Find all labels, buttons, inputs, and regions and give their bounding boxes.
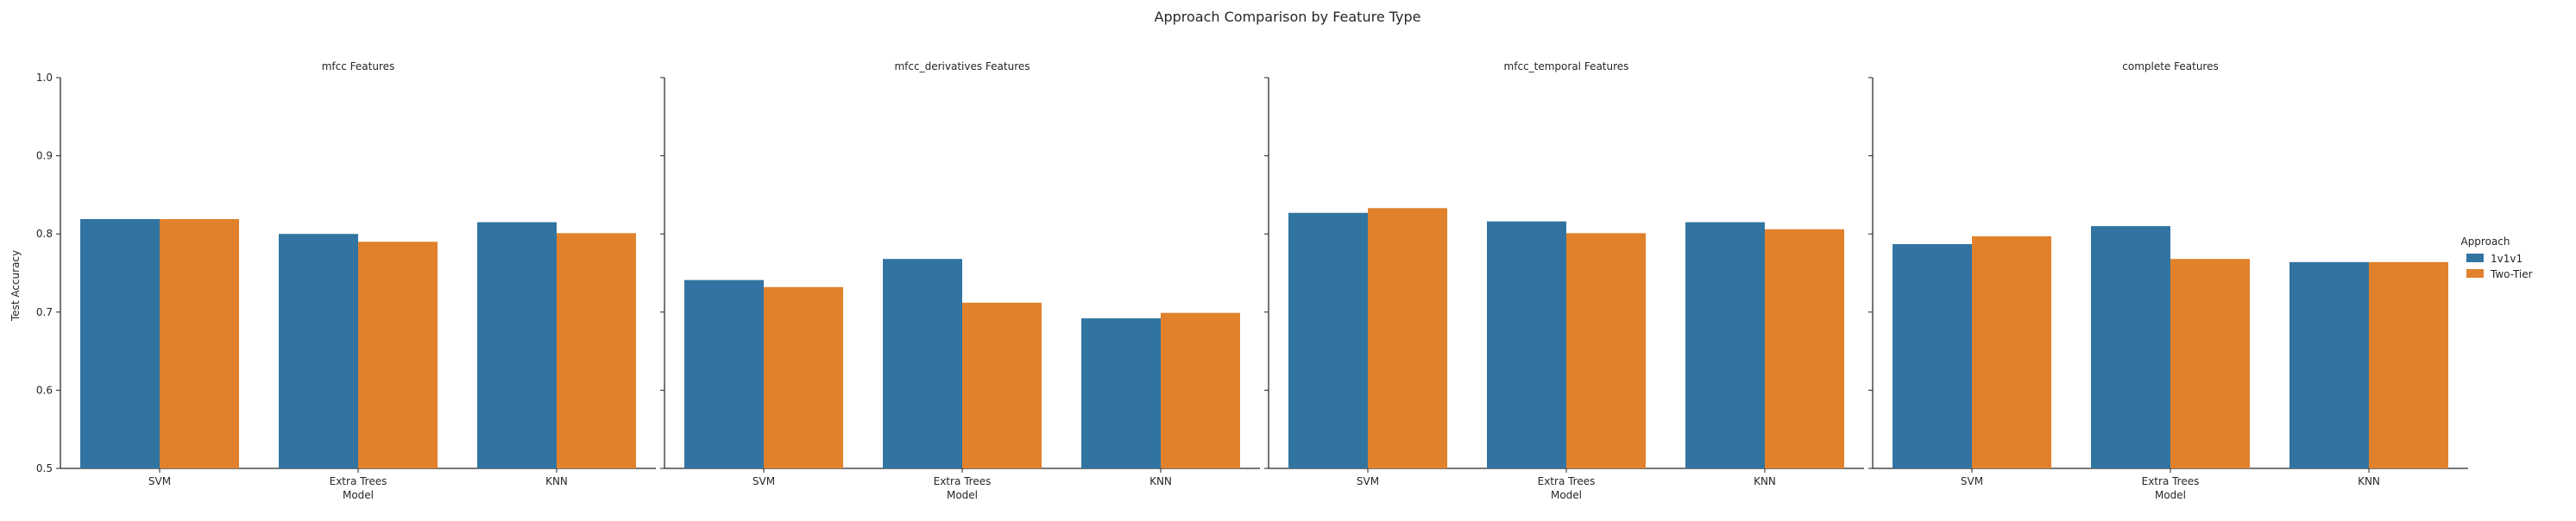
- bar-1v1v1: [1685, 222, 1765, 468]
- x-tick-label: KNN: [1149, 475, 1172, 487]
- x-axis-label: Model: [343, 489, 374, 501]
- panel-title: complete Features: [2122, 60, 2218, 72]
- bar-1v1v1: [80, 218, 160, 468]
- x-axis-label: Model: [2155, 489, 2186, 501]
- bar-two-tier: [160, 218, 239, 468]
- x-tick-label: Extra Trees: [934, 475, 992, 487]
- panel-title: mfcc Features: [322, 60, 395, 72]
- y-tick-label: 1.0: [36, 72, 53, 84]
- bar-1v1v1: [1893, 243, 1972, 468]
- panel-title: mfcc_derivatives Features: [894, 60, 1030, 72]
- y-tick-label: 0.5: [36, 462, 53, 474]
- bar-1v1v1: [883, 259, 962, 468]
- x-tick-label: SVM: [1357, 475, 1379, 487]
- x-axis-label: Model: [947, 489, 978, 501]
- bar-1v1v1: [279, 234, 358, 468]
- x-tick-label: Extra Trees: [2142, 475, 2200, 487]
- bar-1v1v1: [1487, 221, 1566, 468]
- x-axis-label: Model: [1551, 489, 1582, 501]
- legend-entries: 1v1v1 Two-Tier: [2466, 253, 2533, 280]
- bar-1v1v1: [684, 279, 764, 468]
- y-tick-label: 0.7: [36, 306, 53, 318]
- facet-panel: mfcc_derivatives Features SVM Extra Trees K…: [660, 60, 1260, 501]
- bar-1v1v1: [477, 222, 557, 468]
- x-tick-label: Extra Trees: [330, 475, 387, 487]
- y-axis-label: Test Accuracy: [9, 250, 22, 322]
- x-tick-label: SVM: [1961, 475, 1983, 487]
- bar-two-tier: [1368, 208, 1447, 468]
- panel-title: mfcc_temporal Features: [1504, 60, 1629, 72]
- x-tick-label: KNN: [545, 475, 568, 487]
- bar-two-tier: [2170, 259, 2250, 468]
- facet-panels: mfcc Features 0.5 0.6 0.7 0.8 0.9 1.0 SVM Extra …: [36, 60, 2468, 501]
- bar-two-tier: [1972, 235, 2051, 468]
- x-tick-label: KNN: [2358, 475, 2380, 487]
- x-tick-label: SVM: [753, 475, 775, 487]
- bar-two-tier: [1161, 312, 1240, 468]
- bar-1v1v1: [2091, 226, 2170, 468]
- x-tick-label: Extra Trees: [1538, 475, 1596, 487]
- facet-panel: complete Features SVM Extra Trees KNN Model: [1868, 60, 2468, 501]
- bar-1v1v1: [2289, 261, 2369, 468]
- legend-swatch: [2466, 269, 2484, 278]
- bar-two-tier: [557, 233, 636, 468]
- bar-two-tier: [1566, 233, 1646, 468]
- bar-1v1v1: [1081, 318, 1161, 468]
- legend: Approach 1v1v1 Two-Tier: [2460, 235, 2532, 280]
- bar-two-tier: [2369, 261, 2448, 468]
- legend-title: Approach: [2460, 235, 2510, 248]
- bar-1v1v1: [1288, 212, 1368, 468]
- y-tick-label: 0.8: [36, 228, 53, 240]
- x-tick-label: SVM: [148, 475, 171, 487]
- facet-panel: mfcc_temporal Features SVM Extra Trees KNN M…: [1264, 60, 1864, 501]
- bar-two-tier: [962, 302, 1042, 468]
- facet-panel: mfcc Features 0.5 0.6 0.7 0.8 0.9 1.0 SVM Extra …: [36, 60, 656, 501]
- figure-title: Approach Comparison by Feature Type: [1155, 9, 1421, 25]
- legend-label: 1v1v1: [2491, 253, 2522, 265]
- bar-two-tier: [1765, 229, 1844, 468]
- bar-two-tier: [764, 286, 843, 468]
- legend-swatch: [2466, 254, 2484, 262]
- legend-label: Two-Tier: [2490, 268, 2533, 280]
- bar-two-tier: [358, 242, 438, 468]
- y-tick-label: 0.6: [36, 384, 53, 396]
- x-tick-label: KNN: [1754, 475, 1776, 487]
- y-tick-label: 0.9: [36, 150, 53, 162]
